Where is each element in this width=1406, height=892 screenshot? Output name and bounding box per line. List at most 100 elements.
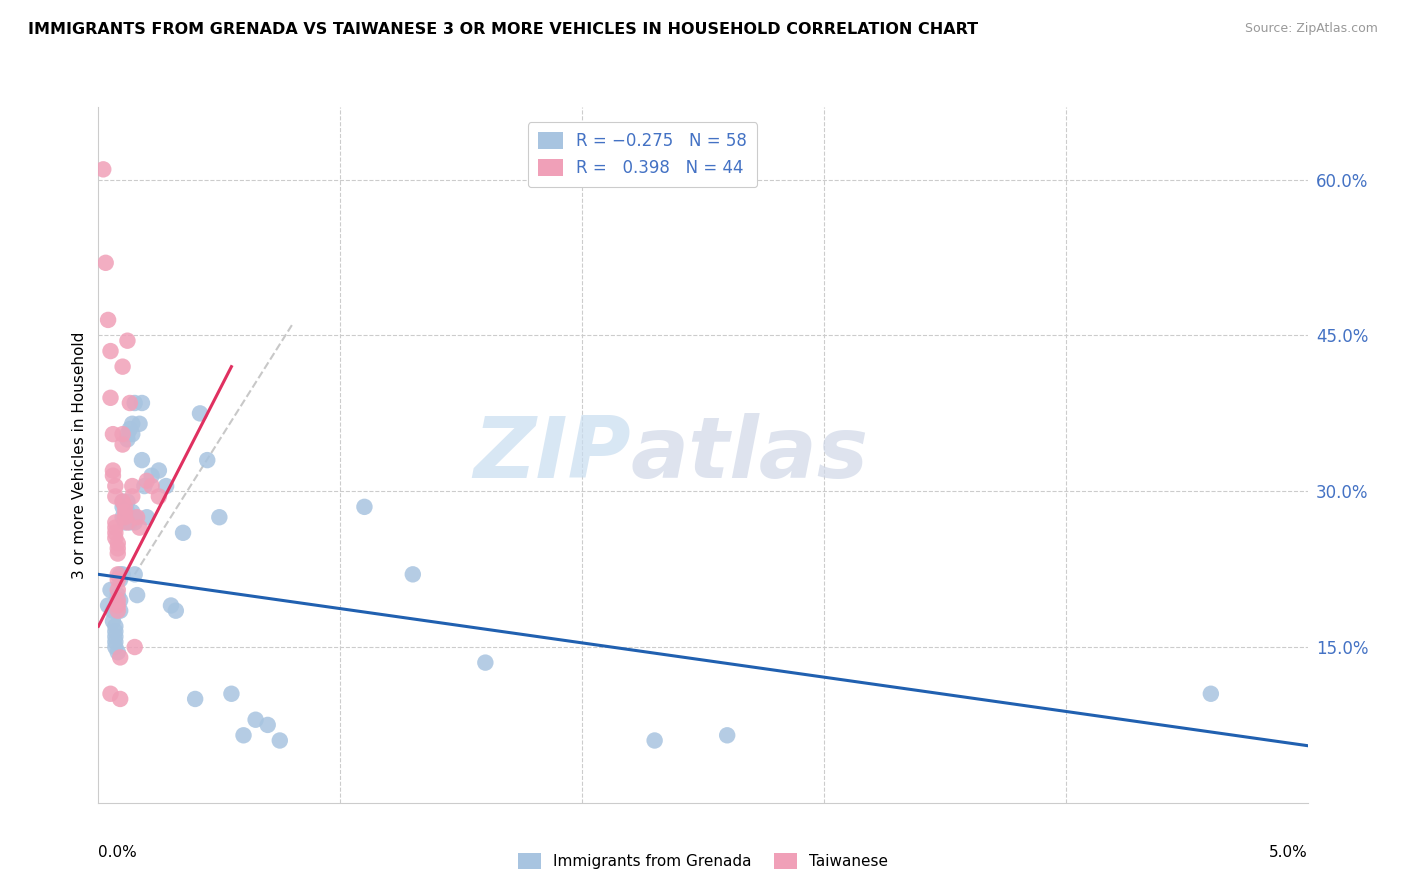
Point [101, 604, 124, 618]
Point [117, 334, 139, 348]
Point [644, 733, 666, 747]
Point [107, 536, 129, 550]
Point [108, 650, 131, 665]
Point [107, 567, 129, 582]
Point [108, 567, 131, 582]
Legend: R = −0.275   N = 58, R =   0.398   N = 44: R = −0.275 N = 58, R = 0.398 N = 44 [527, 122, 758, 187]
Legend: Immigrants from Grenada, Taiwanese: Immigrants from Grenada, Taiwanese [512, 847, 894, 875]
Point [107, 547, 129, 561]
Point [195, 453, 218, 467]
Text: atlas: atlas [630, 413, 869, 497]
Point [131, 396, 153, 410]
Point [188, 406, 211, 420]
Point [141, 468, 163, 483]
Point [114, 516, 136, 530]
Point [118, 516, 141, 530]
Point [101, 468, 124, 483]
Point [124, 516, 146, 530]
Point [108, 573, 131, 587]
Text: 5.0%: 5.0% [1268, 845, 1308, 860]
Point [221, 687, 243, 701]
Point [160, 599, 183, 613]
Point [117, 427, 139, 442]
Point [107, 604, 129, 618]
Text: 0.0%: 0.0% [98, 845, 138, 860]
Point [128, 417, 150, 431]
Point [121, 417, 143, 431]
Point [107, 582, 129, 597]
Point [111, 500, 134, 514]
Point [108, 604, 131, 618]
Point [114, 500, 136, 514]
Point [124, 510, 146, 524]
Point [402, 567, 425, 582]
Point [101, 614, 124, 628]
Point [104, 635, 127, 649]
Point [104, 531, 127, 545]
Text: ZIP: ZIP [472, 413, 630, 497]
Point [172, 525, 194, 540]
Point [134, 479, 156, 493]
Point [111, 494, 134, 508]
Text: IMMIGRANTS FROM GRENADA VS TAIWANESE 3 OR MORE VEHICLES IN HOUSEHOLD CORRELATION: IMMIGRANTS FROM GRENADA VS TAIWANESE 3 O… [28, 22, 979, 37]
Point [104, 619, 127, 633]
Point [94, 256, 117, 270]
Point [108, 692, 131, 706]
Point [101, 427, 124, 442]
Point [114, 505, 136, 519]
Point [104, 525, 127, 540]
Point [111, 359, 134, 374]
Point [135, 510, 157, 524]
Point [353, 500, 375, 514]
Point [121, 427, 143, 442]
Point [101, 463, 124, 477]
Point [124, 640, 146, 654]
Point [117, 433, 139, 447]
Point [104, 640, 127, 654]
Point [97, 599, 120, 613]
Point [121, 479, 143, 493]
Point [1199, 687, 1222, 701]
Point [111, 437, 134, 451]
Point [127, 510, 149, 524]
Point [104, 624, 127, 639]
Point [107, 541, 129, 556]
Point [121, 505, 143, 519]
Point [107, 573, 129, 587]
Point [184, 692, 207, 706]
Point [104, 490, 127, 504]
Point [124, 396, 146, 410]
Point [208, 510, 231, 524]
Point [104, 516, 127, 530]
Point [108, 593, 131, 607]
Point [107, 593, 129, 607]
Point [114, 510, 136, 524]
Point [100, 344, 122, 359]
Point [97, 313, 120, 327]
Point [107, 645, 129, 659]
Point [245, 713, 267, 727]
Point [100, 391, 122, 405]
Point [121, 490, 143, 504]
Point [256, 718, 278, 732]
Point [104, 520, 127, 534]
Point [716, 728, 738, 742]
Point [118, 510, 141, 524]
Text: Source: ZipAtlas.com: Source: ZipAtlas.com [1244, 22, 1378, 36]
Point [111, 494, 134, 508]
Point [117, 494, 139, 508]
Point [128, 520, 150, 534]
Point [100, 582, 122, 597]
Point [131, 453, 153, 467]
Point [232, 728, 254, 742]
Point [118, 396, 141, 410]
Point [107, 588, 129, 602]
Point [107, 599, 129, 613]
Point [165, 604, 187, 618]
Point [135, 474, 157, 488]
Point [141, 479, 163, 493]
Point [148, 490, 170, 504]
Point [118, 422, 141, 436]
Point [91, 162, 114, 177]
Y-axis label: 3 or more Vehicles in Household: 3 or more Vehicles in Household [72, 331, 87, 579]
